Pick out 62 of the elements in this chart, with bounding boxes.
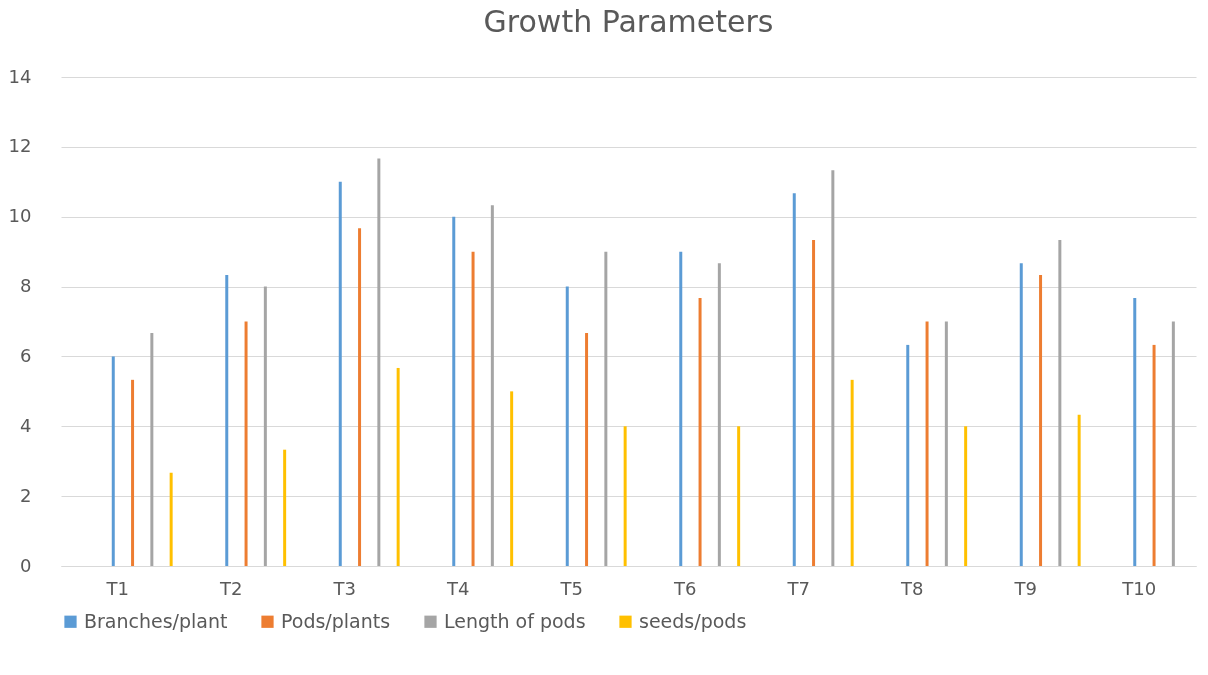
bar bbox=[452, 216, 456, 566]
chart-title: Growth Parameters bbox=[483, 4, 774, 39]
bar bbox=[1039, 275, 1043, 566]
y-tick-label: 14 bbox=[8, 65, 32, 87]
bar bbox=[396, 367, 400, 566]
x-tick-label: T6 bbox=[673, 577, 697, 599]
bar bbox=[358, 228, 362, 566]
bar bbox=[283, 449, 287, 566]
bar bbox=[263, 286, 267, 566]
x-tick-label: T7 bbox=[786, 577, 810, 599]
y-tick-label: 8 bbox=[20, 275, 32, 297]
bar bbox=[225, 275, 229, 566]
y-tick-label: 6 bbox=[20, 344, 32, 366]
y-tick-label: 0 bbox=[20, 554, 32, 576]
bar bbox=[585, 333, 589, 566]
bar bbox=[812, 240, 816, 566]
bar bbox=[906, 344, 910, 566]
bar bbox=[338, 181, 342, 566]
bar bbox=[964, 426, 968, 566]
y-tick-label: 2 bbox=[20, 484, 32, 506]
bar bbox=[604, 251, 608, 566]
bar bbox=[792, 193, 796, 566]
y-tick-label: 12 bbox=[8, 135, 32, 157]
legend-label: seeds/pods bbox=[639, 609, 747, 632]
bar bbox=[850, 379, 854, 566]
x-tick-label: T9 bbox=[1013, 577, 1037, 599]
x-tick-label: T8 bbox=[900, 577, 924, 599]
bar bbox=[111, 356, 115, 566]
bar bbox=[1077, 414, 1081, 566]
legend-label: Length of pods bbox=[444, 609, 586, 632]
bar bbox=[944, 321, 948, 566]
bar bbox=[1171, 321, 1175, 566]
bar bbox=[471, 251, 475, 566]
bar bbox=[169, 472, 173, 566]
bar bbox=[1019, 263, 1023, 566]
bar bbox=[150, 333, 154, 566]
bar bbox=[490, 205, 494, 566]
bar bbox=[1152, 344, 1156, 566]
bar bbox=[623, 426, 627, 566]
x-tick-label: T3 bbox=[332, 577, 356, 599]
legend-label: Pods/plants bbox=[281, 609, 391, 632]
x-tick-label: T5 bbox=[559, 577, 583, 599]
y-tick-label: 10 bbox=[8, 205, 32, 227]
y-tick-label: 4 bbox=[20, 414, 32, 436]
bar bbox=[1133, 298, 1137, 566]
x-tick-label: T2 bbox=[219, 577, 243, 599]
x-tick-label: T1 bbox=[105, 577, 129, 599]
bar bbox=[925, 321, 929, 566]
bar bbox=[510, 391, 514, 566]
bar bbox=[377, 158, 381, 566]
bar bbox=[737, 426, 741, 566]
legend-label: Branches/plant bbox=[84, 609, 228, 632]
bar bbox=[698, 298, 702, 566]
bar bbox=[717, 263, 721, 566]
bar bbox=[565, 286, 569, 566]
bar bbox=[679, 251, 683, 566]
bar bbox=[1058, 240, 1062, 566]
bar bbox=[831, 170, 835, 566]
x-tick-label: T10 bbox=[1121, 577, 1157, 599]
bar bbox=[244, 321, 248, 566]
bar bbox=[131, 379, 135, 566]
x-tick-label: T4 bbox=[446, 577, 470, 599]
